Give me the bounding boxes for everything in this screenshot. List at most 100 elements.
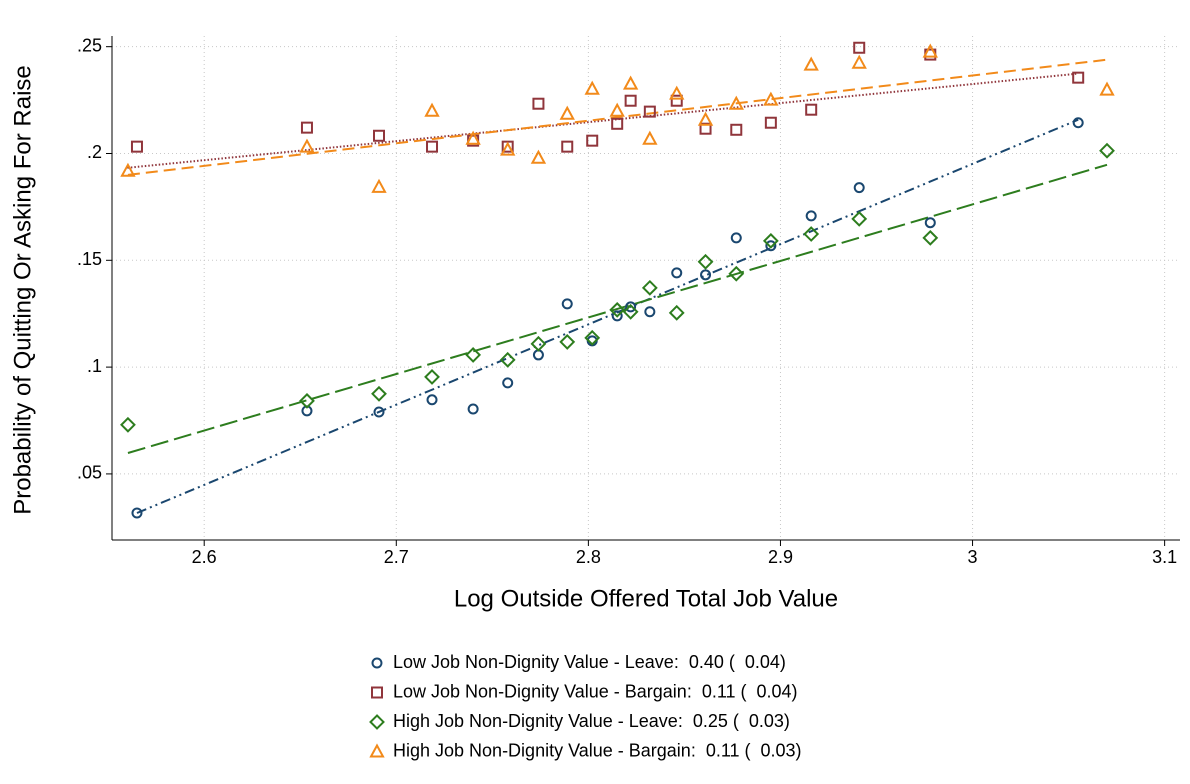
point <box>559 105 575 120</box>
fit-line <box>136 118 1079 514</box>
point <box>426 394 438 406</box>
point <box>699 122 712 135</box>
point <box>670 94 683 107</box>
point <box>131 507 143 519</box>
point <box>642 130 658 145</box>
point <box>530 335 547 352</box>
point <box>467 403 479 415</box>
x-tick-label: 3.1 <box>1152 547 1177 567</box>
point <box>465 130 481 145</box>
point <box>730 123 743 136</box>
point <box>373 129 385 142</box>
point <box>611 117 624 130</box>
legend-label: Low Job Non-Dignity Value - Leave: 0.40 … <box>393 652 786 672</box>
point <box>765 240 777 252</box>
point <box>764 116 777 129</box>
point <box>426 140 439 153</box>
point <box>465 347 482 363</box>
point <box>697 111 714 126</box>
fit-line <box>127 58 1108 176</box>
point <box>532 97 545 110</box>
point <box>561 298 573 310</box>
point <box>922 43 938 58</box>
point <box>671 267 683 279</box>
x-tick-label: 2.9 <box>768 547 793 567</box>
legend-label: High Job Non-Dignity Value - Leave: 0.25… <box>393 711 790 731</box>
legend-marker <box>369 714 385 730</box>
point <box>924 217 936 229</box>
point <box>120 162 136 177</box>
point <box>371 178 387 193</box>
point <box>728 95 744 110</box>
point <box>622 75 639 90</box>
x-tick-label: 2.6 <box>192 547 217 567</box>
point <box>1072 71 1085 84</box>
point <box>625 301 637 313</box>
fit-line <box>127 163 1108 454</box>
x-tick-label: 2.8 <box>576 547 601 567</box>
point <box>622 303 639 320</box>
point <box>532 349 544 361</box>
point <box>697 253 714 270</box>
y-axis-title: Probability of Quitting Or Asking For Ra… <box>9 65 36 515</box>
point <box>1099 81 1115 96</box>
y-tick-label: .1 <box>87 356 102 376</box>
point <box>130 140 143 153</box>
point <box>805 103 818 116</box>
point <box>1072 117 1084 129</box>
point <box>586 134 599 147</box>
point <box>424 369 440 385</box>
point <box>700 269 712 281</box>
point <box>424 102 440 117</box>
legend-marker <box>371 686 383 699</box>
point <box>669 85 685 100</box>
point <box>373 406 385 418</box>
legend-label: Low Job Non-Dignity Value - Bargain: 0.1… <box>393 681 798 701</box>
point <box>584 329 601 346</box>
point <box>803 226 820 242</box>
legend-label: High Job Non-Dignity Value - Bargain: 0.… <box>393 740 802 760</box>
point <box>371 385 387 402</box>
legend-marker <box>369 743 385 758</box>
point <box>609 102 625 117</box>
point <box>624 94 637 107</box>
x-tick-label: 2.7 <box>384 547 409 567</box>
point <box>762 232 779 249</box>
legend-marker <box>371 657 383 669</box>
point <box>611 310 623 322</box>
point <box>120 416 136 433</box>
point <box>763 91 779 106</box>
point <box>500 141 516 156</box>
point <box>559 333 576 350</box>
point <box>1099 142 1115 159</box>
point <box>584 80 600 95</box>
point <box>643 105 656 118</box>
y-tick-label: .05 <box>77 463 102 483</box>
y-tick-label: .25 <box>77 35 102 55</box>
point <box>502 377 514 389</box>
y-tick-label: .2 <box>87 142 102 162</box>
point <box>299 138 315 153</box>
point <box>668 304 685 321</box>
point <box>499 351 516 368</box>
point <box>853 41 866 54</box>
x-axis-title: Log Outside Offered Total Job Value <box>454 585 838 612</box>
fit-line <box>127 72 1079 169</box>
point <box>851 54 867 69</box>
point <box>803 56 819 71</box>
point <box>644 306 656 318</box>
point <box>728 265 745 282</box>
point <box>299 392 315 409</box>
point <box>851 210 868 227</box>
point <box>561 140 574 153</box>
point <box>853 182 865 194</box>
y-tick-label: .15 <box>77 249 102 269</box>
point <box>530 149 547 164</box>
point <box>300 121 313 134</box>
point <box>922 229 939 246</box>
x-tick-label: 3 <box>968 547 978 567</box>
point <box>609 301 626 318</box>
point <box>730 232 742 244</box>
point <box>805 210 817 222</box>
